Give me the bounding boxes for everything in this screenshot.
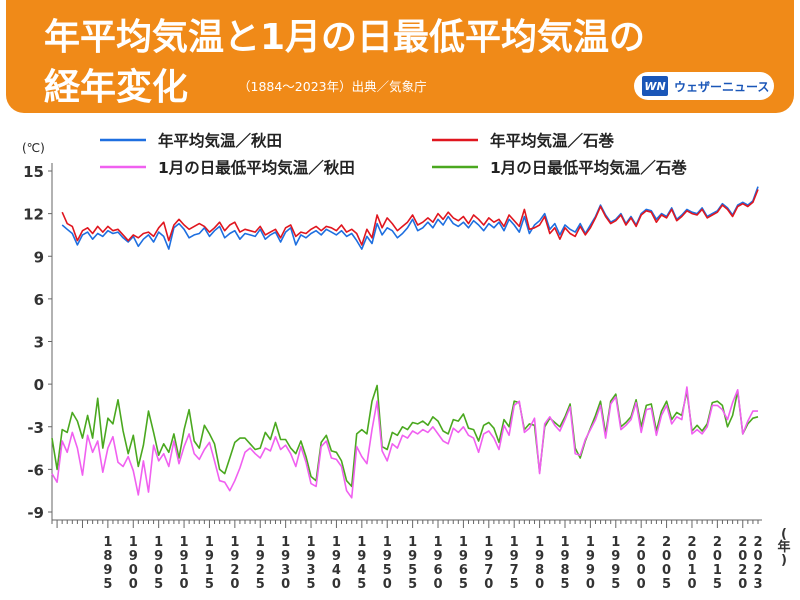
- series-line: [61, 189, 759, 246]
- y-tick-label: 15: [23, 163, 44, 181]
- y-tick-label: 12: [23, 206, 44, 224]
- brand-name: ウェザーニュース: [674, 79, 770, 94]
- y-tick-label: 0: [34, 376, 44, 394]
- y-tick-label: 6: [34, 291, 44, 309]
- chart-title-line1: 年平均気温と1月の日最低平均気温の: [44, 17, 646, 58]
- x-unit-label: (年): [777, 527, 790, 568]
- y-tick-label: 3: [34, 334, 44, 352]
- legend-label: 年平均気温／石巻: [490, 131, 615, 150]
- series-line: [51, 386, 758, 499]
- chart-title-line2: 経年変化: [44, 67, 189, 108]
- legend-label: 1月の日最低平均気温／石巻: [490, 158, 687, 177]
- series-lines: [51, 186, 759, 499]
- axes: (℃) 15 12 9 6 3 0 -3 -6 -9 1 8 9 5 1 9 0 0 1 9 0 5 1 9 1 0 1 9 1 5 1 9 2…: [22, 141, 791, 592]
- weathernews-logo-icon: WN: [642, 76, 668, 96]
- legend-label: 1月の日最低平均気温／秋田: [158, 158, 355, 177]
- y-tick-label: -6: [27, 461, 44, 479]
- y-tick-label: -9: [27, 504, 44, 522]
- series-line: [51, 384, 759, 488]
- series-line: [61, 186, 759, 250]
- y-tick-label: -3: [27, 419, 44, 437]
- y-unit-label: (℃): [22, 141, 45, 155]
- brand-badge: WN ウェザーニュース: [634, 72, 774, 100]
- legend: 年平均気温／秋田 年平均気温／石巻 1月の日最低平均気温／秋田 1月の日最低平均気温／…: [100, 131, 687, 177]
- source-subtitle: （1884〜2023年）出典／気象庁: [238, 79, 427, 94]
- legend-label: 年平均気温／秋田: [158, 131, 282, 150]
- title-banner: 年平均気温と1月の日最低平均気温の 経年変化 （1884〜2023年）出典／気象…: [6, 0, 794, 113]
- y-tick-label: 9: [34, 248, 44, 266]
